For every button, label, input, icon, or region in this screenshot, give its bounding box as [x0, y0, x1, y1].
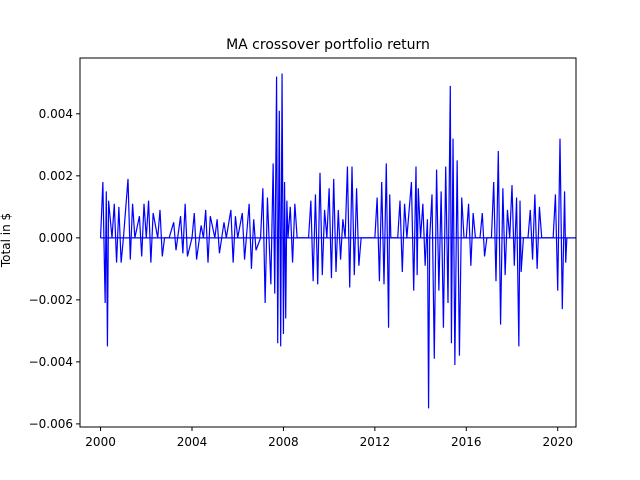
x-tick-label: 2016 [451, 435, 482, 449]
y-axis-label: Total in $ [0, 213, 13, 268]
plot-frame [79, 57, 577, 428]
series-line-returns [99, 73, 568, 409]
chart-title: MA crossover portfolio return [226, 37, 430, 53]
x-axis-ticks: 2000 2004 2008 2012 2016 2020 [85, 427, 573, 449]
plot-area [99, 73, 576, 409]
x-tick-label: 2008 [268, 435, 299, 449]
x-tick-label: 2012 [360, 435, 391, 449]
x-tick-label: 2020 [542, 435, 573, 449]
x-tick-label: 2000 [85, 435, 116, 449]
y-tick-label: 0.000 [39, 231, 73, 245]
x-tick-label: 2004 [177, 435, 208, 449]
y-tick-label: −0.002 [29, 293, 73, 307]
y-tick-label: −0.004 [29, 355, 73, 369]
y-tick-label: 0.002 [39, 169, 73, 183]
y-tick-label: 0.004 [39, 107, 73, 121]
y-tick-label: −0.006 [29, 417, 73, 431]
y-axis-ticks: 0.004 0.002 0.000 −0.002 −0.004 −0.006 [29, 107, 80, 431]
